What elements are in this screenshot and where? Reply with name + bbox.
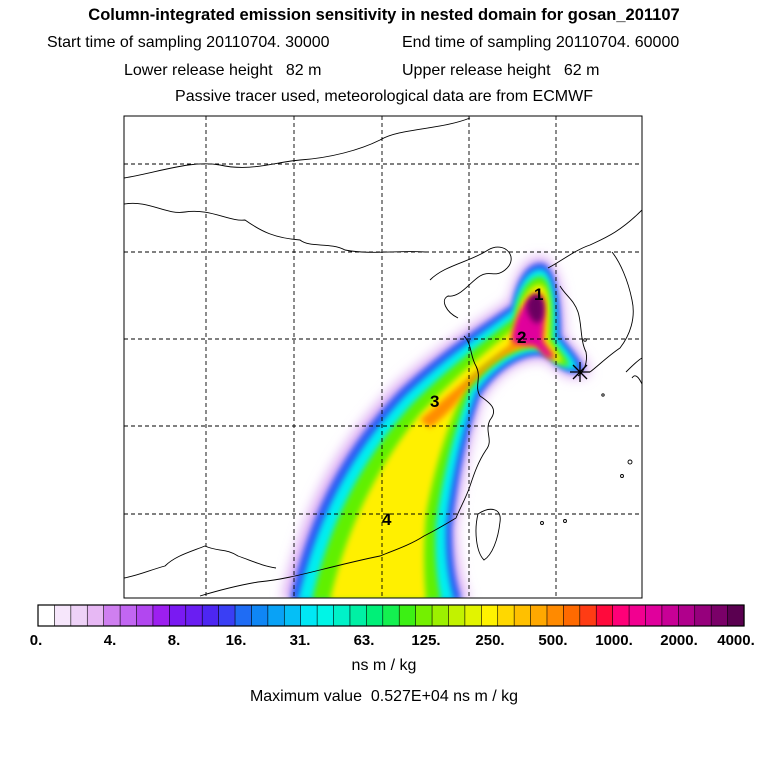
coast-korea-north — [547, 209, 642, 269]
colorbar-swatch — [103, 604, 121, 627]
colorbar-swatch — [70, 604, 88, 627]
colorbar-swatch — [234, 604, 253, 627]
colorbar-swatch — [415, 604, 433, 627]
colorbar — [37, 604, 745, 627]
colorbar-swatch — [251, 604, 269, 627]
lower-release-label: Lower release height 82 m — [124, 62, 322, 79]
colorbar-tick-label: 16. — [225, 632, 247, 649]
coast-kyushu — [631, 375, 642, 385]
end-time-label: End time of sampling 20110704. 60000 — [402, 34, 680, 51]
colorbar-swatch — [267, 604, 285, 627]
colorbar-swatch — [546, 604, 564, 627]
coastlines — [124, 117, 642, 597]
colorbar-swatch — [513, 604, 532, 627]
coast-bohai — [429, 246, 512, 319]
receptor-star-icon — [570, 362, 590, 382]
colorbar-swatch — [431, 604, 450, 627]
colorbar-tick-label: 4000. — [717, 632, 755, 649]
colorbar-swatch — [694, 604, 712, 627]
colorbar-swatch — [563, 604, 581, 627]
colorbar-swatch — [218, 604, 236, 627]
station-label-1: 1 — [534, 285, 543, 304]
colorbar-tick-label: 4. — [103, 632, 117, 649]
colorbar-swatch — [398, 604, 417, 627]
colorbar-tick-label: 31. — [289, 632, 311, 649]
colorbar-swatch — [595, 604, 614, 627]
colorbar-swatch — [169, 604, 187, 627]
upper-release-label: Upper release height 62 m — [402, 62, 600, 79]
station-label-3: 3 — [430, 392, 439, 411]
colorbar-swatch — [497, 604, 515, 627]
colorbar-swatch — [300, 604, 318, 627]
colorbar-swatch — [612, 604, 630, 627]
colorbar-swatch — [579, 604, 597, 627]
colorbar-swatch — [382, 604, 400, 627]
colorbar-swatch — [283, 604, 302, 627]
colorbar-tick-label: 125. — [411, 632, 441, 649]
colorbar-tick-label: 2000. — [660, 632, 698, 649]
colorbar-swatch — [316, 604, 335, 627]
colorbar-swatch — [366, 604, 384, 627]
colorbar-swatch — [710, 604, 729, 627]
colorbar-swatch — [54, 604, 72, 627]
colorbar-swatch — [678, 604, 696, 627]
coast-north-china — [124, 202, 426, 253]
plume-layer — [282, 256, 590, 598]
colorbar-swatch — [136, 604, 154, 627]
colorbar-swatch — [727, 604, 745, 627]
station-label-2: 2 — [517, 328, 526, 347]
coast-japan — [625, 357, 642, 373]
colorbar-swatch — [152, 604, 170, 627]
colorbar-swatch — [628, 604, 647, 627]
colorbar-swatch — [464, 604, 482, 627]
colorbar-swatch — [201, 604, 220, 627]
colorbar-tick-label: 500. — [538, 632, 568, 649]
coast-south-china-west — [124, 545, 277, 579]
colorbar-swatch — [349, 604, 367, 627]
colorbar-tick-label: 8. — [167, 632, 181, 649]
colorbar-swatch — [333, 604, 351, 627]
maximum-value-label: Maximum value 0.527E+04 ns m / kg — [249, 688, 519, 705]
colorbar-tick-label: 1000. — [595, 632, 633, 649]
plume-yellow-band — [330, 284, 562, 598]
colorbar-tick-label: 250. — [475, 632, 505, 649]
plume-max — [526, 293, 545, 324]
colorbar-swatch — [119, 604, 138, 627]
colorbar-swatch — [661, 604, 679, 627]
colorbar-swatch — [37, 604, 56, 627]
colorbar-tick-label: 0. — [29, 632, 43, 649]
colorbar-frame — [37, 604, 745, 627]
start-time-label: Start time of sampling 20110704. 30000 — [47, 34, 330, 51]
colorbar-swatch — [645, 604, 663, 627]
coast-taiwan — [475, 508, 501, 561]
tracer-info-label: Passive tracer used, meteorological data… — [175, 88, 593, 105]
colorbar-swatch — [86, 604, 105, 627]
coast-mongolia — [124, 117, 471, 179]
colorbar-swatch — [480, 604, 499, 627]
station-label-4: 4 — [382, 510, 392, 529]
coast-china-east — [199, 335, 494, 597]
colorbar-swatch — [448, 604, 466, 627]
colorbar-swatch — [185, 604, 203, 627]
grid-lines — [124, 116, 642, 598]
coast-korea-east — [589, 251, 634, 373]
map-frame — [123, 115, 643, 599]
figure-title: Column-integrated emission sensitivity i… — [88, 6, 680, 24]
colorbar-unit-label: ns m / kg — [351, 657, 417, 674]
colorbar-swatch — [530, 604, 548, 627]
colorbar-tick-label: 63. — [353, 632, 375, 649]
